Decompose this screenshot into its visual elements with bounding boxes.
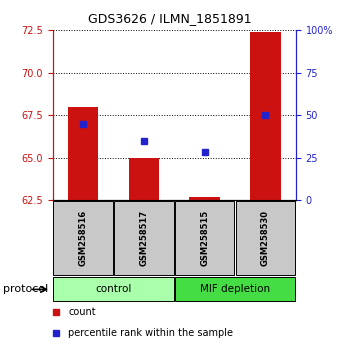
Text: GSM258530: GSM258530 xyxy=(261,210,270,266)
Text: GDS3626 / ILMN_1851891: GDS3626 / ILMN_1851891 xyxy=(88,12,252,25)
Text: GSM258515: GSM258515 xyxy=(200,210,209,266)
Text: GSM258517: GSM258517 xyxy=(139,210,148,266)
Bar xyxy=(53,278,174,301)
Text: count: count xyxy=(68,307,96,316)
Text: GSM258516: GSM258516 xyxy=(79,210,88,266)
Bar xyxy=(236,201,295,275)
Bar xyxy=(189,196,220,200)
Bar xyxy=(68,107,98,200)
Text: control: control xyxy=(95,284,132,295)
Text: MIF depletion: MIF depletion xyxy=(200,284,270,295)
Text: protocol: protocol xyxy=(3,284,49,295)
Bar xyxy=(53,201,113,275)
Bar xyxy=(114,201,174,275)
Bar xyxy=(250,32,280,200)
Text: percentile rank within the sample: percentile rank within the sample xyxy=(68,328,233,338)
Bar xyxy=(175,201,234,275)
Bar xyxy=(129,158,159,200)
Bar xyxy=(175,278,295,301)
